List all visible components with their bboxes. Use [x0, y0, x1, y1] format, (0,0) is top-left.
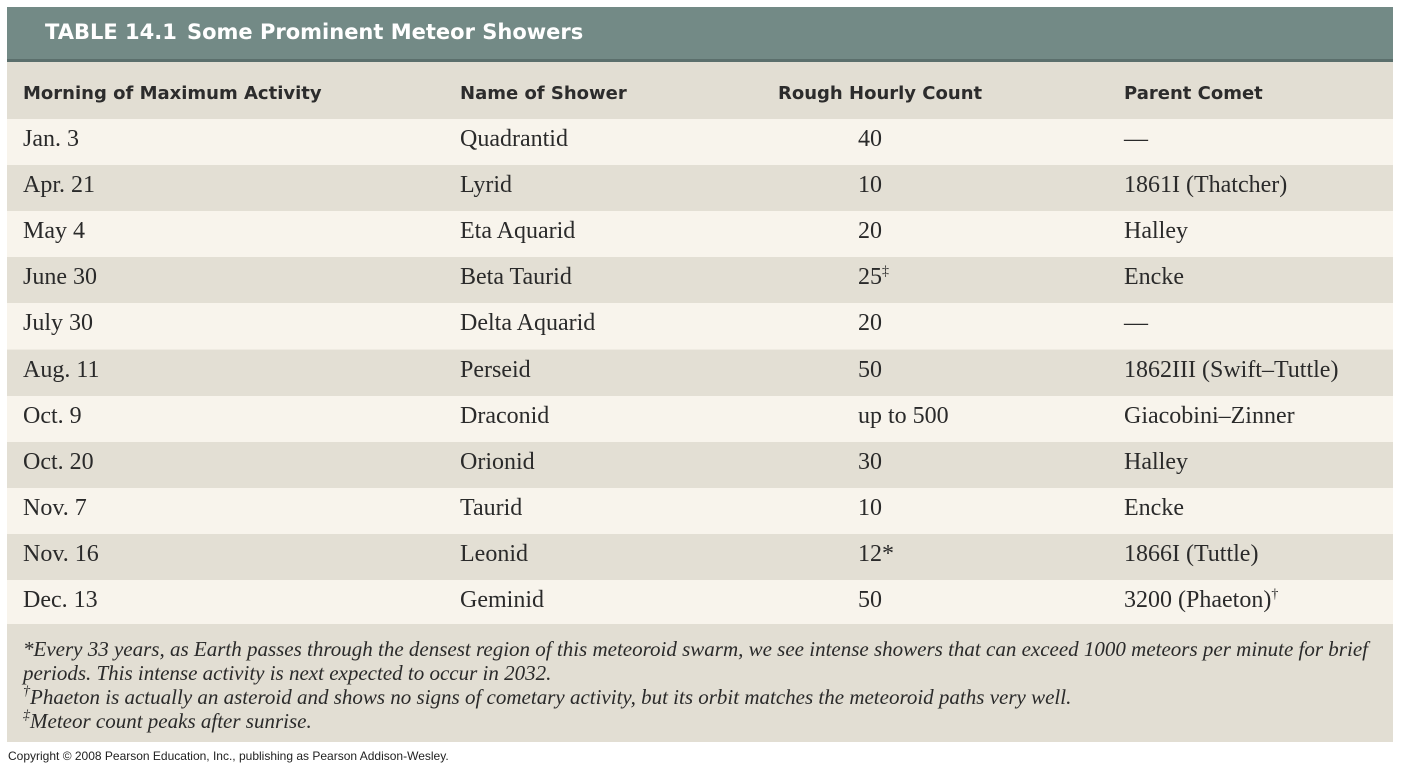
cell-parent-comet: Encke	[1124, 494, 1184, 521]
cell-date: Nov. 7	[23, 494, 87, 521]
cell-parent-comet: 1861I (Thatcher)	[1124, 172, 1288, 199]
cell-parent-comet: 1866I (Tuttle)	[1124, 540, 1259, 567]
cell-shower-name: Eta Aquarid	[460, 218, 576, 245]
cell-shower-name: Quadrantid	[460, 126, 568, 152]
cell-hourly-count: 50	[858, 587, 882, 613]
footnote-double-dagger: ‡Meteor count peaks after sunrise.	[23, 709, 312, 734]
cell-hourly-count: 20	[858, 310, 882, 337]
cell-date: June 30	[23, 264, 97, 291]
cell-shower-name: Beta Taurid	[460, 264, 572, 291]
cell-parent-comet: —	[1124, 126, 1148, 152]
cell-hourly-count: 25‡	[858, 264, 889, 291]
table-row: Nov. 16 Leonid 12* 1866I (Tuttle)	[7, 533, 1393, 580]
table-row: Dec. 13 Geminid 50 3200 (Phaeton)†	[7, 580, 1393, 626]
cell-date: Oct. 9	[23, 402, 82, 429]
table-row: Apr. 21 Lyrid 10 1861I (Thatcher)	[7, 165, 1393, 212]
cell-shower-name: Geminid	[460, 587, 544, 613]
footnote-double-dagger-text: Meteor count peaks after sunrise.	[30, 709, 312, 733]
cell-hourly-count: 20	[858, 218, 882, 245]
table-header-row: Morning of Maximum Activity Name of Show…	[7, 62, 1393, 119]
footnote-mark: †	[1271, 587, 1279, 602]
cell-shower-name: Perseid	[460, 356, 531, 383]
cell-parent-comet: —	[1124, 310, 1148, 337]
table-row: Aug. 11 Perseid 50 1862III (Swift–Tuttle)	[7, 349, 1393, 396]
meteor-showers-table: TABLE 14.1 Some Prominent Meteor Showers…	[7, 7, 1393, 742]
column-header-count: Rough Hourly Count	[778, 83, 983, 104]
cell-date: Jan. 3	[23, 126, 79, 152]
cell-date: July 30	[23, 310, 94, 337]
cell-date: Dec. 13	[23, 587, 98, 613]
dagger-mark: †	[23, 684, 30, 699]
cell-hourly-count: 50	[858, 356, 882, 383]
cell-shower-name: Delta Aquarid	[460, 310, 596, 337]
column-header-shower: Name of Shower	[460, 83, 627, 104]
cell-parent-comet: 1862III (Swift–Tuttle)	[1124, 356, 1339, 383]
cell-parent-comet: Giacobini–Zinner	[1124, 402, 1295, 429]
table-row: Nov. 7 Taurid 10 Encke	[7, 487, 1393, 534]
cell-hourly-count: 12*	[858, 540, 894, 567]
cell-shower-name: Lyrid	[460, 172, 512, 199]
double-dagger-mark: ‡	[23, 708, 30, 723]
copyright-notice: Copyright © 2008 Pearson Education, Inc.…	[8, 749, 449, 763]
cell-date: May 4	[23, 218, 85, 245]
table-row: Oct. 20 Orionid 30 Halley	[7, 441, 1393, 488]
cell-date: Oct. 20	[23, 448, 94, 475]
cell-hourly-count: 30	[858, 448, 882, 475]
table-row: Oct. 9 Draconid up to 500 Giacobini–Zinner	[7, 395, 1393, 442]
table-title: Some Prominent Meteor Showers	[187, 20, 584, 44]
column-header-date: Morning of Maximum Activity	[23, 83, 322, 104]
footnote-dagger-text: Phaeton is actually an asteroid and show…	[30, 685, 1072, 709]
cell-hourly-count: 40	[858, 126, 882, 152]
table-row: Jan. 3 Quadrantid 40 —	[7, 119, 1393, 165]
cell-parent-comet: Halley	[1124, 218, 1188, 245]
table-row: May 4 Eta Aquarid 20 Halley	[7, 211, 1393, 258]
cell-parent-comet: Halley	[1124, 448, 1188, 475]
cell-shower-name: Leonid	[460, 540, 528, 567]
footnote-mark: ‡	[882, 264, 889, 280]
cell-hourly-count: 10	[858, 172, 882, 199]
table-row: July 30 Delta Aquarid 20 —	[7, 303, 1393, 350]
cell-shower-name: Draconid	[460, 402, 550, 429]
cell-date: Nov. 16	[23, 540, 99, 567]
footnote-star-line2: periods. This intense activity is next e…	[23, 661, 552, 685]
footnote-dagger: †Phaeton is actually an asteroid and sho…	[23, 685, 1071, 710]
cell-parent-comet: 3200 (Phaeton)†	[1124, 587, 1279, 613]
cell-shower-name: Orionid	[460, 448, 535, 475]
table-row: June 30 Beta Taurid 25‡ Encke	[7, 257, 1393, 304]
cell-hourly-count: 10	[858, 494, 882, 521]
cell-date: Aug. 11	[23, 356, 100, 383]
table-number: TABLE 14.1	[45, 20, 177, 44]
cell-date: Apr. 21	[23, 172, 95, 199]
cell-parent-comet: Encke	[1124, 264, 1184, 291]
footnote-star-line1: *Every 33 years, as Earth passes through…	[23, 637, 1368, 661]
cell-shower-name: Taurid	[460, 494, 523, 521]
column-header-comet: Parent Comet	[1124, 83, 1263, 104]
footnotes: *Every 33 years, as Earth passes through…	[7, 624, 1393, 742]
cell-hourly-count: up to 500	[858, 402, 949, 429]
table-title-bar: TABLE 14.1 Some Prominent Meteor Showers	[7, 7, 1393, 62]
